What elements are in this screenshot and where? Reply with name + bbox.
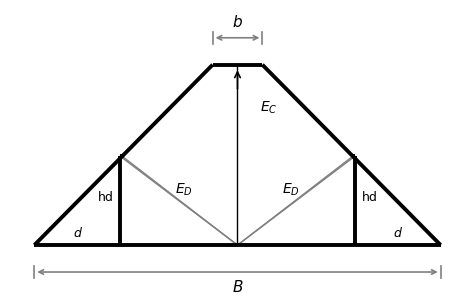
Text: d: d: [73, 227, 81, 240]
Text: $E_D$: $E_D$: [175, 182, 193, 198]
Text: hd: hd: [97, 191, 114, 205]
Text: b: b: [233, 15, 242, 30]
Text: hd: hd: [361, 191, 378, 205]
Text: d: d: [394, 227, 402, 240]
Text: $E_D$: $E_D$: [282, 182, 300, 198]
Text: B: B: [232, 280, 243, 295]
Text: $E_C$: $E_C$: [260, 100, 277, 116]
